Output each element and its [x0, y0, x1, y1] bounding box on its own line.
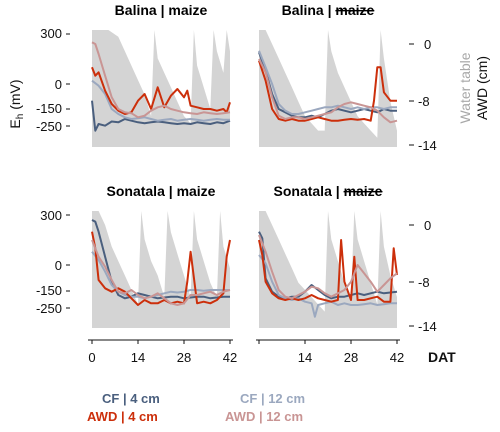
- y-tick-neg250: -250: [36, 119, 62, 134]
- panel-title-crop: maize: [168, 2, 207, 18]
- x-tick-0: 0: [88, 350, 95, 365]
- water-table-area: [259, 211, 397, 328]
- series-line-cf12: [91, 79, 230, 122]
- right-y-axis-top: 0 -8 -14: [418, 37, 437, 153]
- y-tick-300: 300: [40, 208, 62, 223]
- water-table-area: [92, 211, 230, 328]
- left-y-axis-top: 300 0 -150 -250: [36, 26, 62, 134]
- right-tick-neg8: -8: [418, 94, 430, 109]
- panel-title-site: Sonatala |: [274, 183, 344, 199]
- panel-title: Balina | maize: [282, 2, 375, 18]
- water-table-area: [259, 30, 397, 147]
- left-y-axis-bottom: 300 0 -150 -250: [36, 208, 62, 316]
- panel-title: Sonatala | maize: [107, 183, 216, 199]
- x-tick-28: 28: [344, 350, 358, 365]
- right-axis-label-water-table: Water table: [457, 52, 473, 123]
- y-tick-neg150: -150: [36, 101, 62, 116]
- left-y-axis-ticks: [66, 33, 70, 309]
- panel-title-crop: maize: [344, 183, 383, 199]
- panel-title-site: Balina |: [115, 2, 169, 18]
- x-tick-42: 42: [223, 350, 237, 365]
- x-axis-right: 14 28 42: [256, 339, 404, 365]
- y-tick-neg150: -150: [36, 283, 62, 298]
- right-tick-neg8: -8: [418, 275, 430, 290]
- x-tick-28: 28: [177, 350, 191, 365]
- legend-cf-12cm: CF | 12 cm: [240, 391, 306, 406]
- panel-1: Balina | maize: [91, 2, 231, 147]
- x-tick-14: 14: [298, 350, 312, 365]
- legend-awd-12cm: AWD | 12 cm: [225, 409, 304, 424]
- water-table-area: [92, 30, 230, 147]
- right-tick-neg14: -14: [418, 319, 437, 334]
- legend-awd-4cm: AWD | 4 cm: [87, 409, 158, 424]
- series-line-awd12: [258, 234, 398, 300]
- panel-title-crop: maize: [177, 183, 216, 199]
- panel-title-site: Balina |: [282, 2, 336, 18]
- series-line-cf12: [258, 50, 397, 115]
- y-tick-0: 0: [55, 77, 62, 92]
- right-axis-label-awd: AWD (cm): [474, 56, 490, 120]
- series-line-awd12: [258, 58, 398, 124]
- series-line-awd4: [258, 60, 397, 122]
- panel-title-crop: maize: [335, 2, 374, 18]
- panel-2: Balina | maize: [258, 2, 398, 147]
- series-line-awd12: [91, 239, 231, 306]
- right-tick-0: 0: [424, 37, 431, 52]
- y-tick-neg250: -250: [36, 301, 62, 316]
- panel-4: Sonatala | maize: [258, 183, 398, 328]
- right-y-axis-bottom: 0 -8 -14: [418, 218, 437, 334]
- y-axis-label-eh: Eh (mV): [7, 79, 26, 128]
- panel-title: Sonatala | maize: [274, 183, 383, 199]
- series-line-awd4: [258, 239, 398, 303]
- series-line-cf12: [91, 251, 230, 300]
- series-line-awd4: [91, 231, 231, 306]
- right-tick-neg14: -14: [418, 138, 437, 153]
- panel-title-site: Sonatala |: [107, 183, 177, 199]
- x-axis-label-dat: DAT: [428, 349, 456, 365]
- series-line-cf12: [258, 254, 397, 318]
- series-line-cf4: [258, 231, 398, 300]
- x-tick-42: 42: [390, 350, 404, 365]
- panel-3: Sonatala | maize: [91, 183, 231, 328]
- right-tick-0: 0: [424, 218, 431, 233]
- x-axis-left: 0 14 28 42: [88, 339, 237, 365]
- x-tick-14: 14: [131, 350, 145, 365]
- panel-title: Balina | maize: [115, 2, 208, 18]
- legend-cf-4cm: CF | 4 cm: [102, 391, 160, 406]
- y-tick-300: 300: [40, 26, 62, 41]
- y-tick-0: 0: [55, 258, 62, 273]
- series-line-awd4: [91, 66, 231, 115]
- right-y-axis-ticks: [409, 43, 414, 327]
- series-line-awd12: [91, 41, 231, 119]
